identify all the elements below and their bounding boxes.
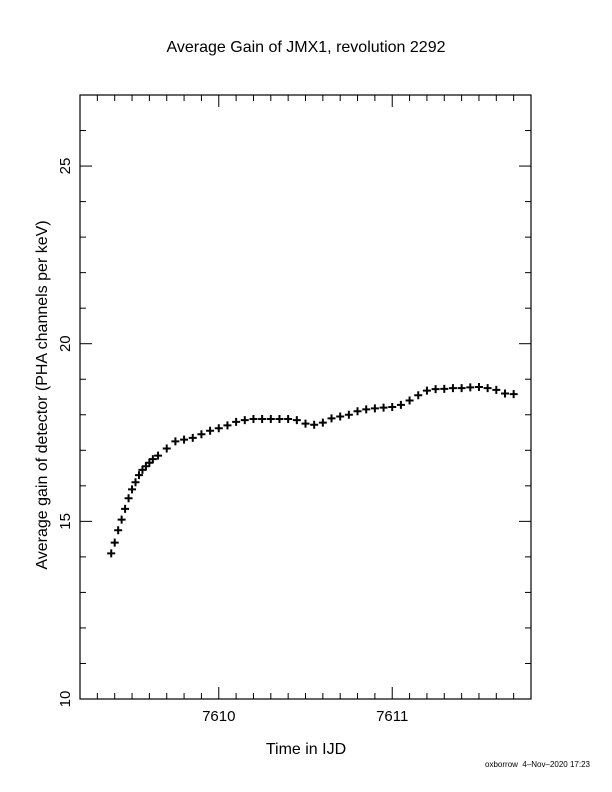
data-point	[301, 419, 310, 428]
data-point	[266, 415, 275, 424]
data-point	[154, 451, 163, 460]
data-point	[148, 455, 157, 464]
footer-stamp: oxborrow 4–Nov–2020 17:23	[485, 760, 590, 769]
data-point	[405, 396, 414, 405]
data-point	[249, 415, 258, 424]
data-point	[370, 404, 379, 413]
data-point	[336, 412, 345, 421]
data-point	[414, 391, 423, 400]
data-point	[466, 383, 475, 392]
y-tick-label: 15	[57, 513, 74, 530]
axis-ticks	[80, 95, 531, 699]
data-point	[327, 414, 336, 423]
x-axis-label: Time in IJD	[266, 741, 346, 758]
data-point	[110, 538, 119, 547]
plot-frame	[79, 94, 532, 700]
data-point	[457, 384, 466, 393]
data-point	[131, 478, 140, 487]
data-point	[310, 420, 319, 429]
data-point	[121, 504, 130, 513]
data-point	[440, 384, 449, 393]
data-point	[483, 384, 492, 393]
data-point	[388, 402, 397, 411]
data-point	[431, 385, 440, 394]
data-point	[509, 390, 518, 399]
x-tick-label: 7611	[376, 708, 408, 725]
data-point	[492, 385, 501, 394]
data-point	[134, 471, 143, 480]
x-tick-label: 7610	[202, 708, 235, 725]
data-point	[232, 417, 241, 426]
data-point	[448, 384, 457, 393]
data-point	[379, 403, 388, 412]
data-point	[240, 416, 249, 425]
data-point	[223, 421, 232, 430]
data-point	[171, 437, 180, 446]
data-point	[162, 444, 171, 453]
data-point	[128, 485, 137, 494]
data-point	[353, 407, 362, 416]
y-tick-label: 20	[57, 335, 74, 352]
data-point	[275, 415, 284, 424]
data-point	[117, 515, 126, 524]
data-point	[206, 426, 215, 435]
data-point	[107, 549, 116, 558]
data-point	[474, 383, 483, 392]
data-point	[500, 389, 509, 398]
y-tick-label: 25	[57, 158, 74, 175]
data-point	[292, 416, 301, 425]
data-point	[422, 386, 431, 395]
chart-title: Average Gain of JMX1, revolution 2292	[167, 39, 446, 56]
data-point	[344, 410, 353, 419]
data-point	[214, 424, 223, 433]
data-point	[396, 400, 405, 409]
data-point	[362, 405, 371, 414]
data-point	[284, 415, 293, 424]
data-point	[124, 494, 133, 503]
data-point	[258, 415, 267, 424]
data-points	[107, 383, 518, 558]
footer-timestamp: 4–Nov–2020 17:23	[522, 760, 590, 769]
axis-tick-labels: 7610 7611 10 15 20 25	[57, 158, 408, 725]
data-point	[180, 435, 189, 444]
data-point	[188, 433, 197, 442]
y-tick-label: 10	[57, 691, 74, 708]
footer-author: oxborrow	[485, 760, 518, 769]
data-point	[114, 526, 123, 535]
data-point	[197, 430, 206, 439]
y-axis-label: Average gain of detector (PHA channels p…	[34, 220, 51, 569]
data-point	[318, 418, 327, 427]
